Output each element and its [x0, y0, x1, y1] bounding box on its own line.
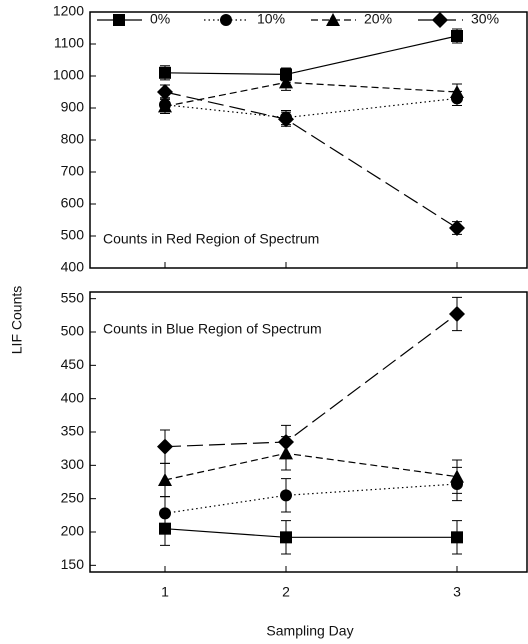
series-line — [164, 91, 458, 229]
marker — [158, 473, 172, 486]
series-line — [164, 81, 458, 107]
y-tick-label: 800 — [61, 131, 85, 147]
y-tick-label: 400 — [61, 389, 85, 405]
marker — [450, 85, 464, 98]
marker — [157, 438, 173, 455]
marker — [449, 220, 465, 236]
marker — [280, 531, 292, 544]
y-tick-label: 300 — [61, 456, 85, 472]
annotation: Counts in Red Region of Spectrum — [103, 231, 319, 247]
series-line — [164, 528, 457, 538]
marker — [449, 306, 465, 322]
marker — [432, 12, 448, 28]
x-tick-label: 2 — [282, 584, 290, 600]
legend-label: 10% — [257, 11, 285, 27]
annotation: Counts in Blue Region of Spectrum — [103, 321, 322, 337]
marker — [159, 507, 171, 520]
legend-label: 0% — [150, 11, 170, 27]
y-tick-label: 500 — [61, 323, 85, 339]
y-tick-label: 1000 — [53, 67, 84, 83]
marker — [278, 434, 294, 450]
series-line — [164, 35, 458, 76]
x-tick-label: 3 — [453, 584, 461, 600]
marker — [278, 111, 294, 128]
x-tick-label: 1 — [161, 584, 169, 600]
marker — [159, 66, 171, 79]
y-tick-label: 450 — [61, 356, 85, 372]
legend-label: 30% — [471, 11, 499, 27]
marker — [157, 84, 173, 100]
marker — [279, 75, 293, 89]
y-axis-label: LIF Counts — [9, 286, 25, 354]
y-tick-label: 200 — [61, 523, 85, 539]
marker — [450, 469, 464, 483]
x-axis-label: Sampling Day — [266, 623, 353, 639]
marker — [451, 531, 463, 544]
y-tick-label: 350 — [61, 423, 85, 439]
y-tick-label: 600 — [61, 195, 85, 211]
marker — [220, 14, 232, 26]
marker — [113, 14, 125, 26]
y-tick-label: 900 — [61, 99, 85, 115]
y-tick-label: 500 — [61, 227, 85, 243]
marker — [158, 99, 172, 113]
marker — [326, 13, 340, 26]
y-tick-label: 1200 — [53, 3, 84, 19]
y-tick-label: 400 — [61, 259, 85, 275]
y-tick-label: 1100 — [54, 35, 84, 51]
marker — [451, 30, 463, 42]
marker — [280, 489, 292, 502]
y-tick-label: 700 — [61, 163, 85, 179]
legend-label: 20% — [364, 11, 392, 27]
y-tick-label: 250 — [61, 489, 85, 505]
series-line — [164, 483, 458, 514]
y-tick-label: 150 — [61, 556, 85, 572]
series-line — [164, 452, 458, 481]
y-tick-label: 550 — [61, 289, 85, 305]
